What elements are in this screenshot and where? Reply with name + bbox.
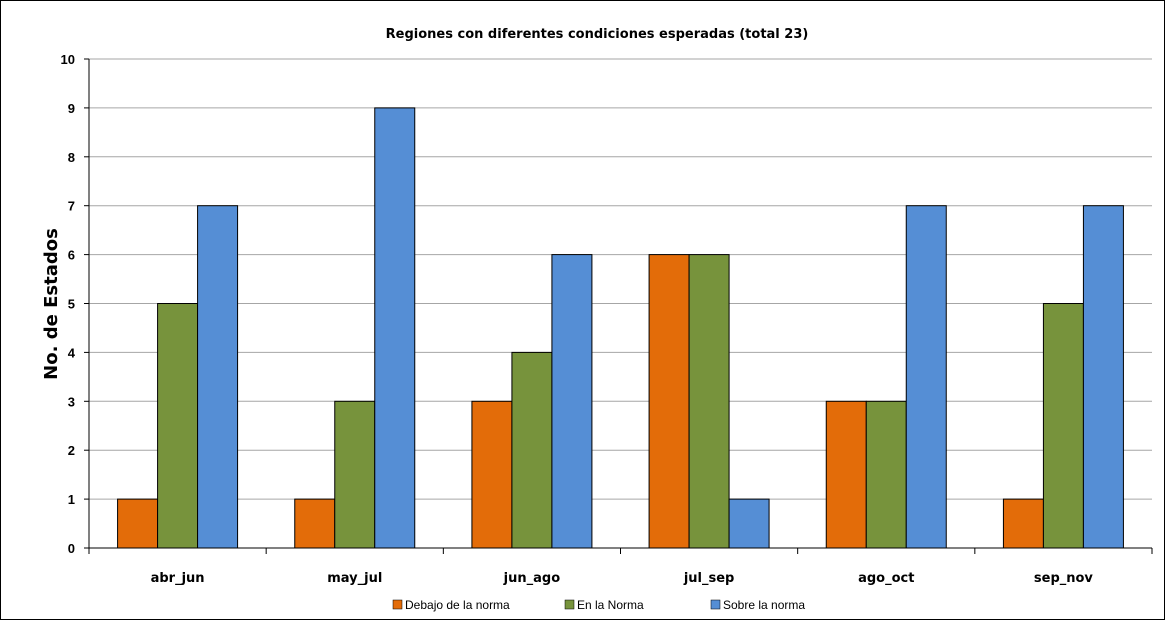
x-tick-label: may_jul: [327, 571, 382, 586]
bar: [1042, 303, 1084, 549]
bar: [374, 107, 416, 549]
y-tick-label: 9: [68, 101, 75, 116]
bar: [1002, 498, 1044, 549]
bar: [825, 400, 867, 549]
bar: [511, 351, 553, 549]
bar: [905, 205, 947, 549]
x-tick-label: abr_jun: [151, 571, 205, 586]
legend-item: En la Norma: [564, 598, 644, 612]
axes: [88, 59, 1153, 554]
y-tick-label: 7: [68, 199, 75, 214]
bar: [865, 400, 907, 549]
legend-item: Sobre la norma: [710, 598, 805, 612]
x-tick-labels: abr_jun may_jul jun_ago jul_sep ago_oct sep_n…: [151, 571, 1094, 586]
y-tick-label: 6: [68, 248, 75, 263]
x-tick-label: jun_ago: [503, 571, 561, 586]
x-tick-label: sep_nov: [1034, 571, 1094, 586]
bar: [294, 498, 336, 549]
legend-swatch: [710, 599, 721, 610]
y-tick-label: 3: [68, 394, 75, 409]
chart-title: Regiones con diferentes condiciones espe…: [386, 27, 809, 42]
bar: [1082, 205, 1124, 549]
y-tick-label: 8: [68, 150, 75, 165]
legend-swatch: [564, 599, 575, 610]
bar: [157, 303, 199, 549]
legend: Debajo de la norma En la Norma Sobre la no…: [392, 598, 805, 612]
bars: [117, 107, 1124, 549]
bar: [688, 254, 730, 549]
bar: [728, 498, 770, 549]
x-tick-label: jul_sep: [683, 571, 735, 586]
bar: [197, 205, 239, 549]
legend-item: Debajo de la norma: [392, 598, 510, 612]
bar: [471, 400, 513, 549]
y-tick-label: 0: [68, 541, 75, 556]
x-tick-label: ago_oct: [858, 571, 914, 586]
y-axis-label: No. de Estados: [41, 228, 62, 380]
bar: [648, 254, 690, 549]
legend-label: Sobre la norma: [723, 598, 805, 612]
legend-label: Debajo de la norma: [405, 598, 510, 612]
y-tick-label: 1: [68, 492, 75, 507]
y-tick-label: 10: [61, 52, 75, 67]
legend-label: En la Norma: [577, 598, 644, 612]
y-tick-labels: 0 1 2 3 4 5 6 7 8 9 10: [61, 52, 76, 556]
bar: [334, 400, 376, 549]
bar: [117, 498, 159, 549]
y-tick-label: 2: [68, 443, 75, 458]
bar: [551, 254, 593, 549]
legend-swatch: [392, 599, 403, 610]
y-tick-label: 5: [68, 297, 75, 312]
gridlines: [84, 58, 1152, 549]
y-tick-label: 4: [68, 345, 76, 360]
